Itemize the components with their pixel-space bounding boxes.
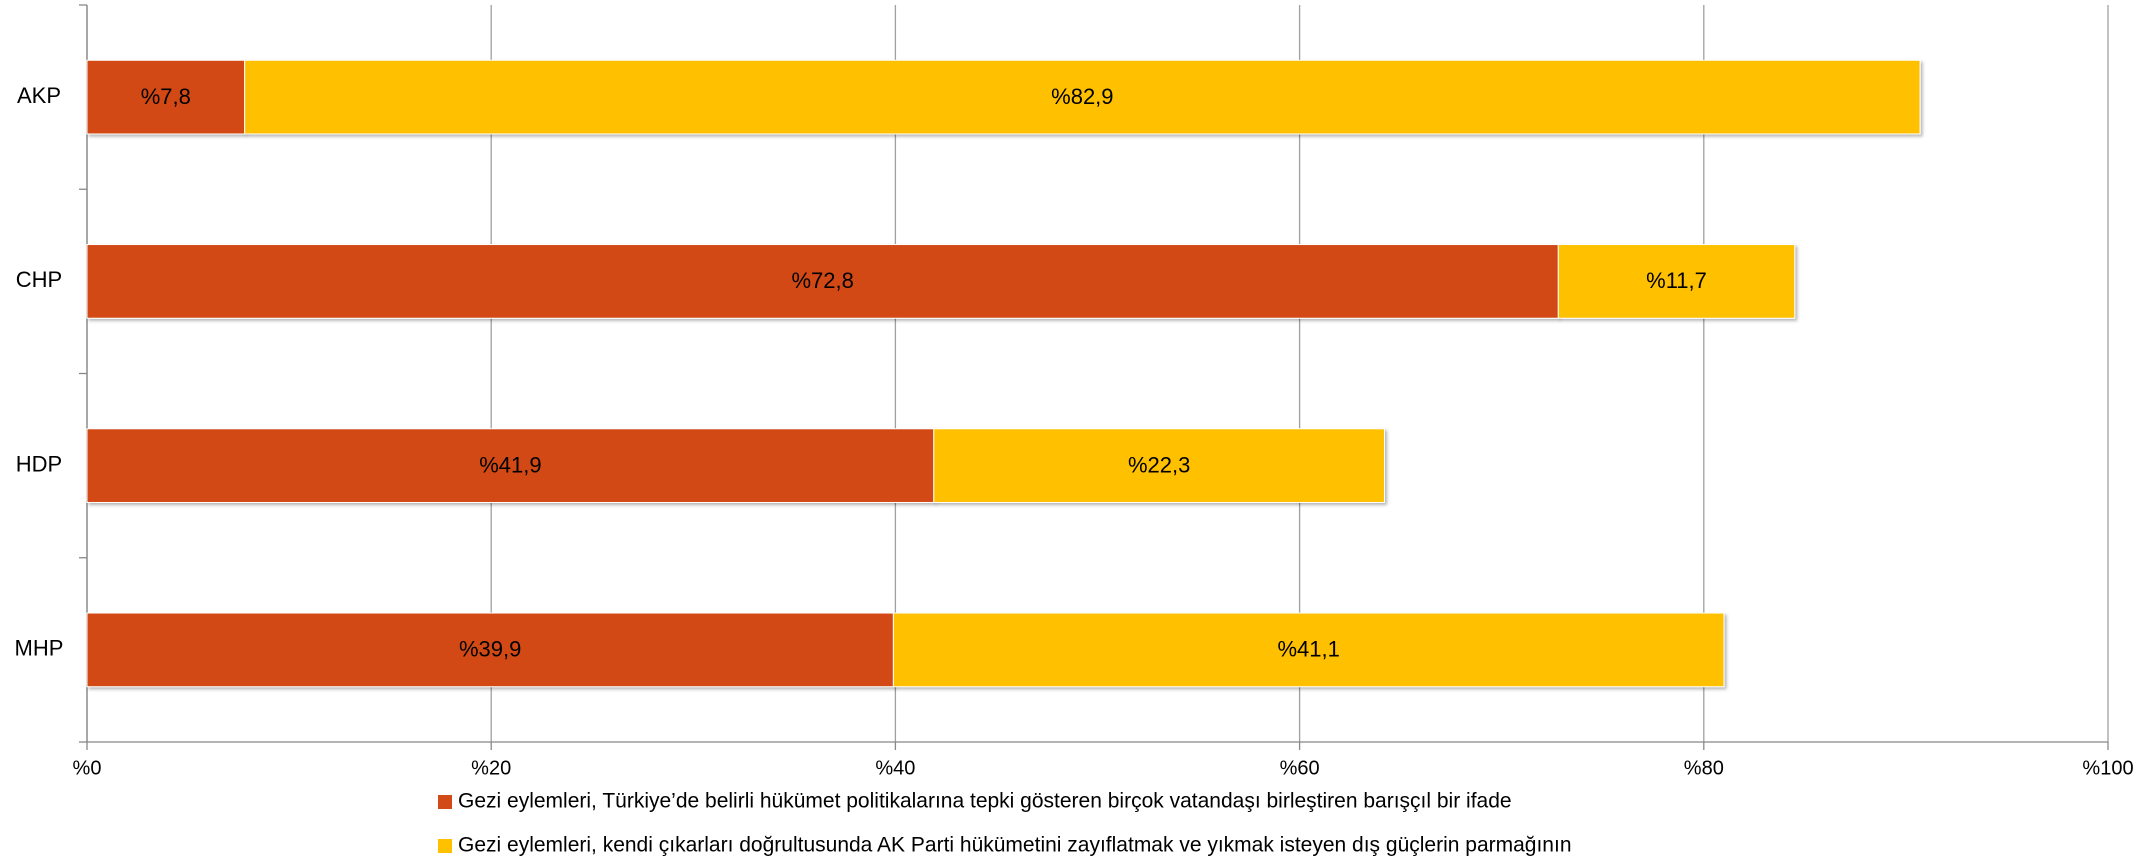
bar-label: %11,7 [1646, 268, 1707, 293]
x-tick-label: %20 [471, 757, 511, 779]
legend-text: Gezi eylemleri, Türkiye’de belirli hüküm… [458, 790, 1512, 813]
bar [86, 428, 935, 503]
x-tick-label: %80 [1684, 757, 1724, 779]
legend-text: Gezi eylemleri, kendi çıkarları doğrultu… [458, 834, 1572, 857]
y-tick-label: HDP [16, 451, 62, 476]
bar [933, 428, 1385, 503]
bar [1557, 244, 1796, 319]
bar-label: %82,9 [1051, 84, 1113, 109]
x-tick-label: %0 [73, 757, 102, 779]
bar [244, 59, 1921, 135]
bar-label: %22,3 [1128, 452, 1190, 477]
bar-label: %7,8 [141, 84, 191, 109]
bar-label: %39,9 [459, 637, 521, 662]
x-tick-label: %100 [2082, 757, 2133, 779]
legend-swatch [438, 795, 452, 809]
bar [86, 59, 246, 135]
bar [86, 612, 894, 688]
bar-label: %72,8 [791, 268, 853, 293]
x-tick-label: %40 [875, 757, 915, 779]
legend-swatch [438, 839, 452, 853]
y-tick-label: MHP [15, 636, 64, 661]
x-tick-label: %60 [1280, 757, 1320, 779]
bar-label: %41,9 [479, 452, 541, 477]
bar-label: %41,1 [1277, 637, 1339, 662]
bar [86, 244, 1559, 319]
bar [892, 612, 1725, 688]
y-tick-label: AKP [17, 83, 61, 108]
y-tick-label: CHP [16, 267, 62, 292]
